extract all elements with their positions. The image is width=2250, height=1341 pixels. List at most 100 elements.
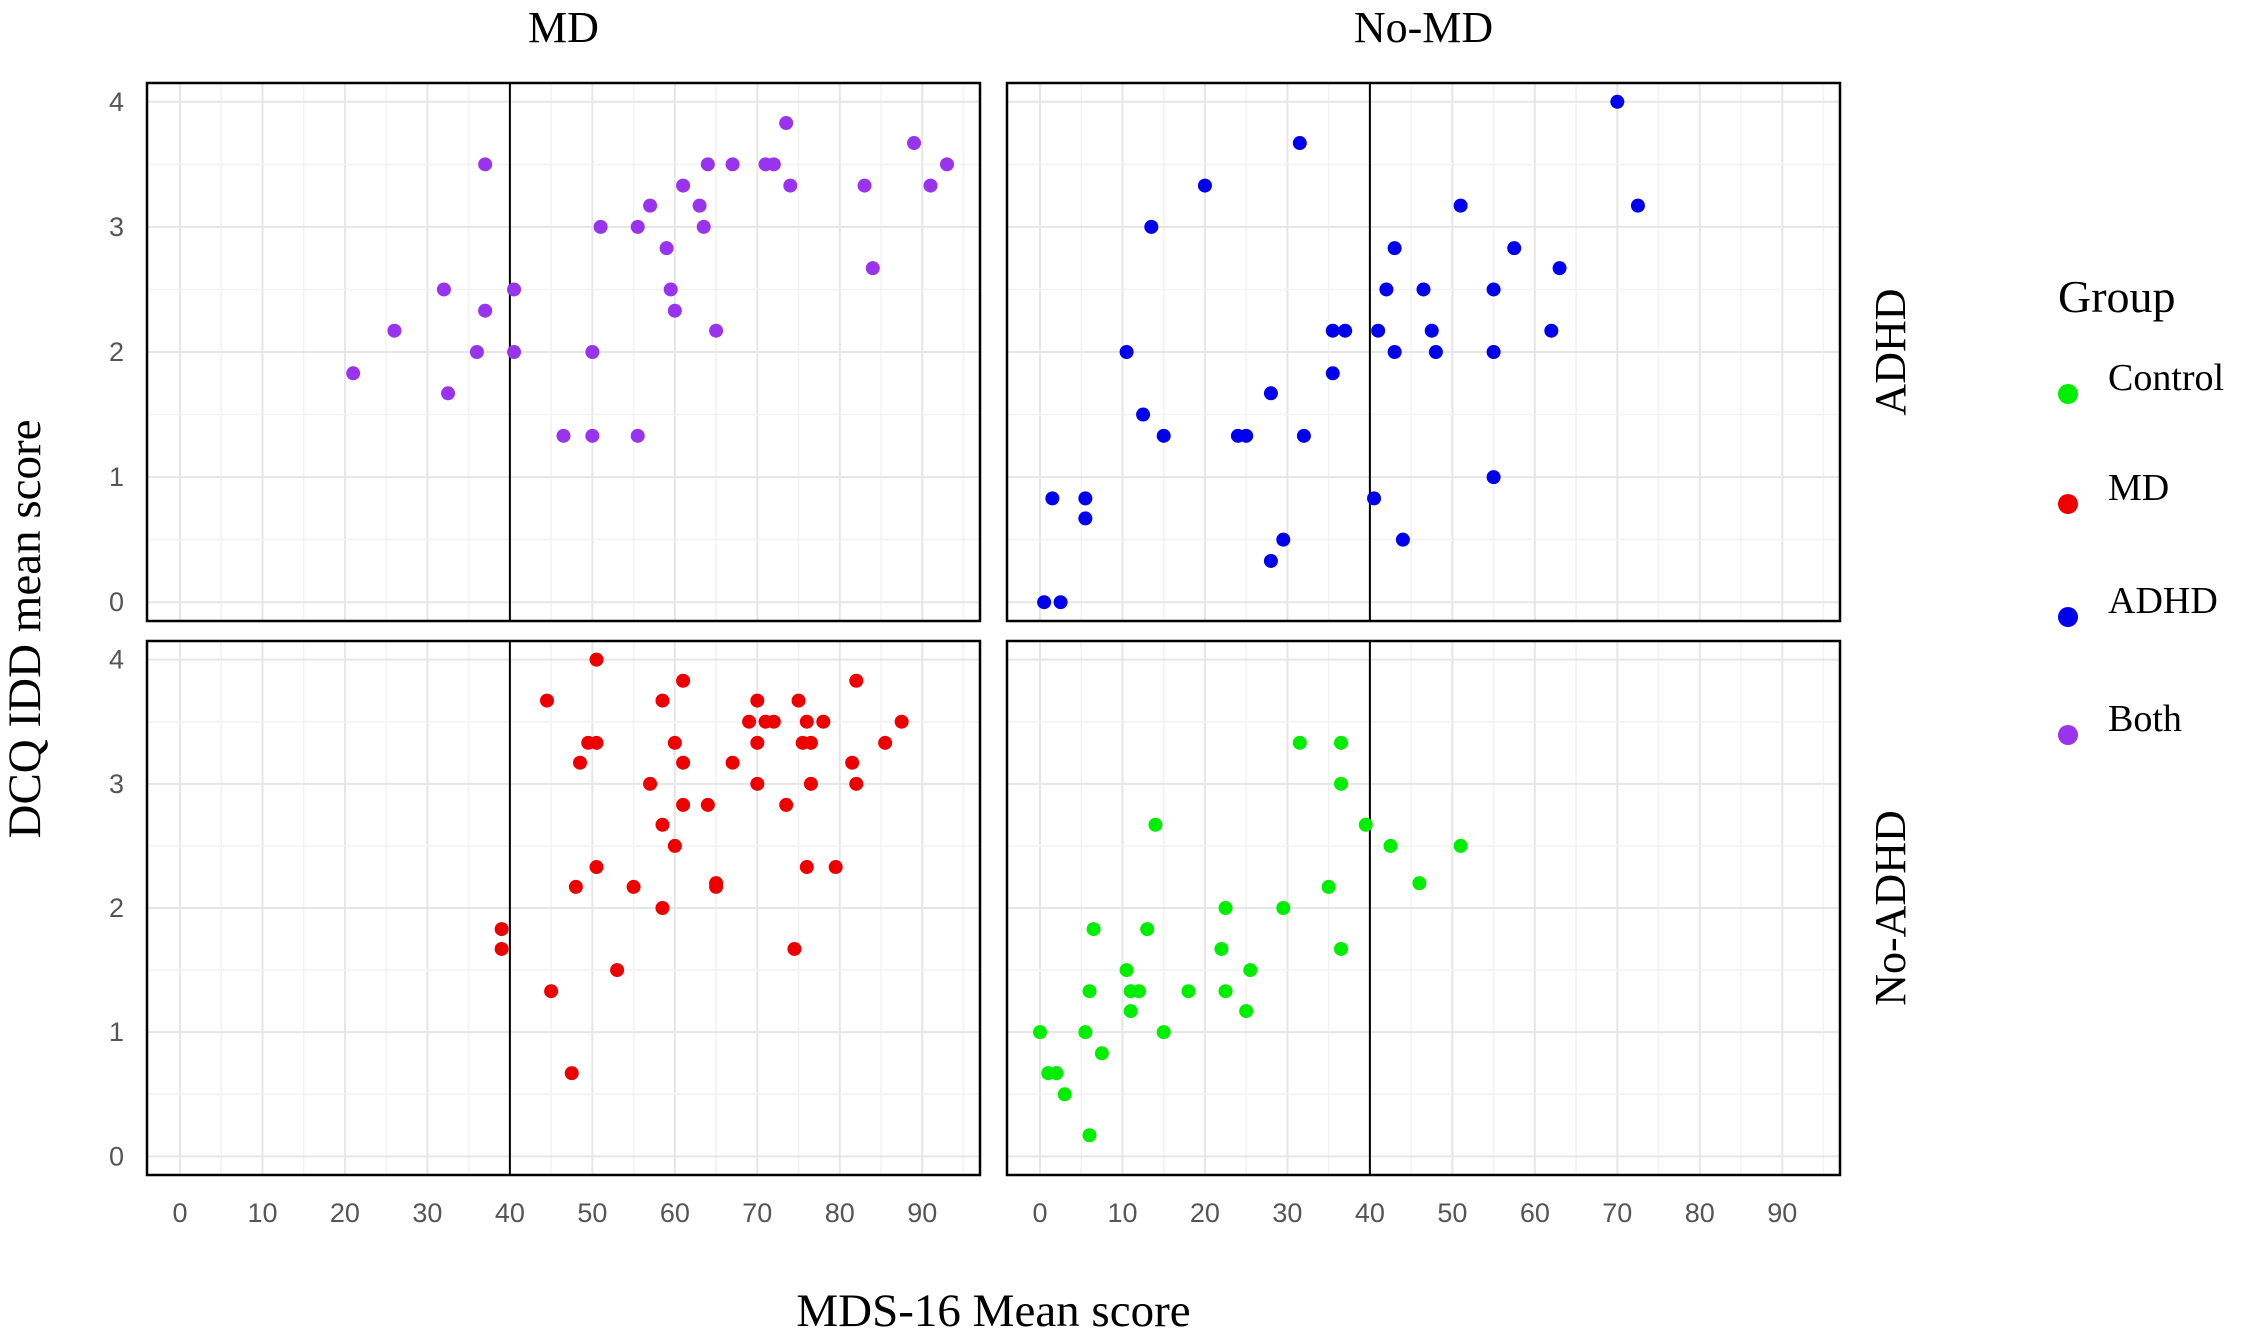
x-tick-label: 0 xyxy=(172,1198,187,1228)
data-point-control xyxy=(1218,984,1233,999)
data-point-md xyxy=(779,797,794,812)
x-tick-label: 10 xyxy=(247,1198,277,1228)
data-point-both xyxy=(593,219,608,234)
data-point-md xyxy=(816,714,831,729)
data-point-control xyxy=(1140,922,1155,937)
data-point-control xyxy=(1086,922,1101,937)
data-point-adhd xyxy=(1197,178,1212,193)
data-point-adhd xyxy=(1276,532,1291,547)
y-tick-label: 4 xyxy=(109,87,124,117)
x-tick-label: 90 xyxy=(907,1198,937,1228)
data-point-adhd xyxy=(1387,241,1402,256)
data-point-both xyxy=(667,303,682,318)
data-point-adhd xyxy=(1486,470,1501,485)
data-point-md xyxy=(878,735,893,750)
legend-label-control: Control xyxy=(2108,357,2224,399)
x-tick-label: 0 xyxy=(1032,1198,1047,1228)
panel-border xyxy=(145,81,982,623)
data-point-control xyxy=(1334,941,1349,956)
data-point-both xyxy=(507,345,522,359)
y-axis-title: DCQ IDD mean score xyxy=(0,420,51,839)
panel-border xyxy=(1005,81,1842,623)
data-point-adhd xyxy=(1544,323,1559,338)
data-point-adhd xyxy=(1367,491,1382,506)
data-point-md xyxy=(676,755,691,770)
data-point-control xyxy=(1243,963,1258,978)
data-point-adhd xyxy=(1486,345,1501,359)
data-point-both xyxy=(643,198,658,213)
legend-swatch-control xyxy=(2058,384,2078,404)
data-point-md xyxy=(803,735,818,750)
data-point-adhd xyxy=(1078,511,1093,526)
data-point-md xyxy=(725,755,740,770)
data-point-both xyxy=(436,282,451,297)
data-point-md xyxy=(667,735,682,750)
data-point-md xyxy=(568,879,583,894)
data-point-md xyxy=(742,714,757,729)
data-point-md xyxy=(750,735,765,750)
data-point-md xyxy=(799,860,814,875)
data-point-md xyxy=(787,941,802,956)
y-tick-label: 2 xyxy=(109,893,124,923)
x-tick-label: 20 xyxy=(330,1198,360,1228)
data-point-adhd xyxy=(1156,428,1171,443)
data-point-both xyxy=(585,345,600,359)
data-point-md xyxy=(626,879,641,894)
data-point-md xyxy=(894,714,909,729)
data-point-adhd xyxy=(1428,345,1443,359)
data-point-adhd xyxy=(1395,532,1410,547)
data-point-both xyxy=(346,366,361,381)
facet-row-label: ADHD xyxy=(1866,288,1915,415)
data-point-md xyxy=(750,776,765,791)
legend-swatch-both xyxy=(2058,725,2078,745)
data-point-adhd xyxy=(1239,428,1254,443)
data-point-md xyxy=(494,941,509,956)
data-point-both xyxy=(766,157,781,172)
data-point-md xyxy=(828,860,843,875)
legend-label-both: Both xyxy=(2108,698,2182,740)
data-point-md xyxy=(849,776,864,791)
x-tick-label: 20 xyxy=(1190,1198,1220,1228)
facet-row-label: No-ADHD xyxy=(1866,810,1915,1006)
data-point-both xyxy=(676,178,691,193)
data-point-both xyxy=(663,282,678,297)
legend-label-md: MD xyxy=(2108,467,2169,509)
data-point-control xyxy=(1412,876,1427,891)
data-point-both xyxy=(507,282,522,297)
data-point-both xyxy=(387,323,402,338)
data-point-control xyxy=(1032,1025,1047,1040)
data-point-control xyxy=(1078,1025,1093,1040)
data-point-md xyxy=(676,797,691,812)
y-tick-label: 4 xyxy=(109,645,124,675)
x-axis-title: MDS-16 Mean score xyxy=(796,1285,1190,1336)
y-tick-label: 1 xyxy=(109,462,124,492)
data-point-both xyxy=(865,261,880,276)
panel-border xyxy=(145,639,982,1177)
data-point-both xyxy=(659,241,674,256)
y-tick-label: 1 xyxy=(109,1017,124,1047)
data-point-md xyxy=(655,817,670,832)
x-tick-label: 80 xyxy=(1685,1198,1715,1228)
data-point-adhd xyxy=(1136,407,1151,422)
legend-swatch-adhd xyxy=(2058,607,2078,627)
data-point-md xyxy=(589,735,604,750)
data-point-adhd xyxy=(1507,241,1522,256)
x-tick-label: 70 xyxy=(742,1198,772,1228)
data-point-control xyxy=(1123,1004,1138,1019)
data-point-control xyxy=(1276,901,1291,915)
data-point-both xyxy=(556,428,571,443)
data-point-both xyxy=(783,178,798,193)
x-tick-label: 30 xyxy=(412,1198,442,1228)
data-point-md xyxy=(803,776,818,791)
x-tick-label: 70 xyxy=(1602,1198,1632,1228)
data-point-adhd xyxy=(1630,198,1645,213)
data-point-md xyxy=(564,1066,579,1081)
data-point-control xyxy=(1292,735,1307,750)
data-point-md xyxy=(791,693,806,708)
data-point-control xyxy=(1453,838,1468,853)
x-tick-label: 50 xyxy=(577,1198,607,1228)
data-point-control xyxy=(1057,1087,1072,1102)
data-point-both xyxy=(700,157,715,172)
data-point-adhd xyxy=(1263,553,1278,568)
